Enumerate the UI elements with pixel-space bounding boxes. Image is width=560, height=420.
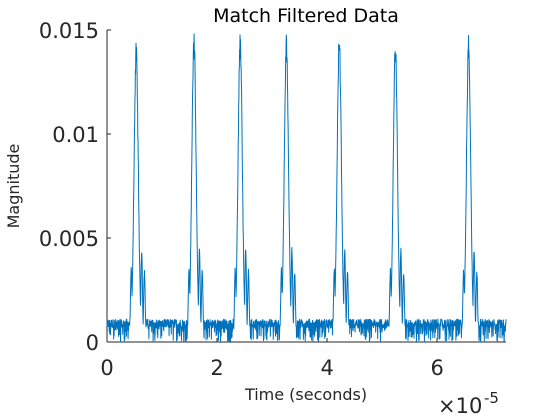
plot-area [106, 30, 507, 343]
x-exponent-label: ×10 -5 [438, 389, 499, 418]
x-exponent-power: -5 [484, 389, 499, 407]
y-ticks: 0 0.005 0.01 0.015 [39, 19, 111, 355]
y-tick-label: 0.005 [39, 227, 99, 251]
chart-title: Match Filtered Data [213, 5, 399, 27]
x-tick-label: 2 [210, 356, 223, 380]
signal-series-line [106, 33, 507, 343]
y-axis-label: Magnitude [4, 144, 23, 229]
y-tick-label: 0 [86, 331, 99, 355]
x-exponent-base: ×10 [438, 394, 482, 418]
x-tick-label: 4 [320, 356, 333, 380]
x-axis-label: Time (seconds) [244, 385, 367, 404]
x-ticks: 0 2 4 6 [100, 338, 444, 380]
x-tick-label: 6 [431, 356, 444, 380]
x-tick-label: 0 [100, 356, 113, 380]
y-tick-label: 0.01 [52, 123, 99, 147]
y-tick-label: 0.015 [39, 19, 99, 43]
